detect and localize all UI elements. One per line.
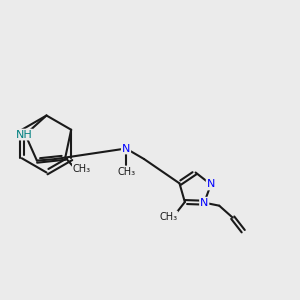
Text: CH₃: CH₃	[159, 212, 177, 221]
Text: CH₃: CH₃	[73, 164, 91, 174]
Text: N: N	[122, 143, 130, 154]
Text: NH: NH	[15, 130, 32, 140]
Text: CH₃: CH₃	[118, 167, 136, 177]
Text: N: N	[207, 179, 215, 190]
Text: N: N	[200, 198, 208, 208]
